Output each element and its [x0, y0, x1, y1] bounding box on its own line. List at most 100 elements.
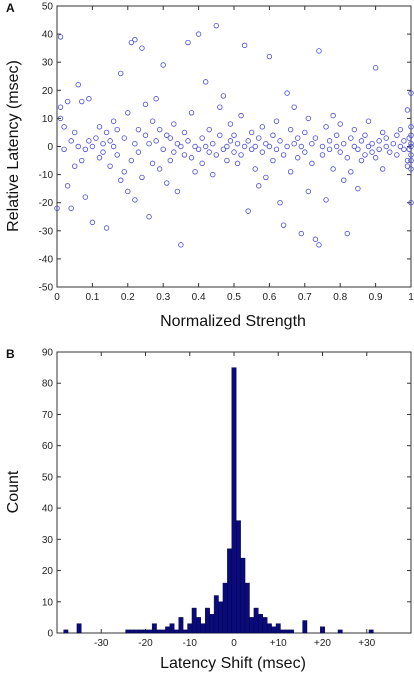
- scatter-point: [206, 126, 212, 133]
- scatter-point: [358, 138, 365, 144]
- scatter-point: [401, 146, 407, 153]
- scatter-point: [305, 188, 312, 195]
- histogram-bar: [187, 623, 193, 634]
- scatter-point: [61, 124, 67, 130]
- histogram-bar: [227, 548, 232, 634]
- scatter-point: [323, 124, 329, 130]
- panel-label-b: B: [6, 347, 15, 361]
- histogram-bar: [262, 617, 268, 634]
- scatter-point: [89, 143, 96, 150]
- scatter-y-axis-label: Relative Latency (msec): [5, 60, 22, 232]
- scatter-y-tick-label: -40: [39, 254, 54, 265]
- scatter-point: [139, 174, 145, 181]
- scatter-point: [351, 126, 358, 133]
- scatter-x-tick-label: 0.1: [85, 292, 99, 303]
- histogram-x-axis-label: Latency Shift (msec): [160, 655, 306, 672]
- scatter-point: [57, 104, 64, 110]
- scatter-ticks: 0 0.1 0.2 0.3 0.4 0.5 0.6 0.7 0.8 0.9 1 50 40 30 20 10 0…: [39, 2, 414, 304]
- scatter-point: [404, 163, 411, 169]
- histogram-bar: [134, 629, 140, 634]
- histogram-bar: [266, 623, 272, 634]
- scatter-point: [128, 39, 135, 46]
- scatter-point: [383, 135, 389, 141]
- histogram-bar: [178, 617, 184, 634]
- scatter-point: [114, 152, 120, 158]
- histogram-x-tick-label: +20: [314, 638, 331, 649]
- scatter-x-tick-label: 0.7: [298, 292, 312, 303]
- scatter-point: [57, 115, 64, 122]
- scatter-x-tick-label: 0.8: [333, 292, 347, 303]
- scatter-point: [142, 132, 149, 138]
- histogram-bar: [160, 629, 166, 634]
- histogram-x-tick-label: -10: [183, 638, 198, 649]
- scatter-point: [188, 110, 195, 116]
- scatter-y-tick-label: 30: [42, 58, 54, 69]
- scatter-point: [298, 230, 304, 237]
- scatter-point: [309, 160, 315, 167]
- scatter-point: [408, 132, 414, 138]
- scatter-point: [217, 104, 223, 110]
- scatter-point: [344, 230, 350, 237]
- scatter-point: [390, 140, 396, 147]
- histogram-bar: [236, 520, 241, 634]
- scatter-point: [252, 143, 258, 150]
- scatter-point: [231, 132, 237, 138]
- scatter-point: [291, 104, 297, 110]
- scatter-point: [277, 199, 283, 206]
- scatter-point: [295, 135, 301, 141]
- scatter-point: [351, 143, 358, 150]
- scatter-point: [71, 129, 78, 136]
- scatter-point: [316, 48, 322, 54]
- scatter-point: [379, 129, 386, 136]
- scatter-point: [270, 157, 276, 164]
- scatter-point: [132, 197, 138, 203]
- scatter-point: [75, 143, 81, 150]
- scatter-point: [100, 140, 106, 147]
- scatter-point: [146, 214, 152, 220]
- scatter-point: [355, 185, 361, 192]
- scatter-point: [406, 135, 412, 141]
- scatter-y-tick-label: 40: [42, 30, 54, 41]
- scatter-point: [174, 188, 181, 195]
- scatter-point: [383, 143, 389, 150]
- scatter-point: [241, 42, 248, 49]
- scatter-point: [135, 126, 142, 133]
- scatter-point: [174, 140, 181, 147]
- histogram-ticks: -30 -20 -10 0 +10 +20 +30 90 80 70 60 50 40 30 20 10 0: [42, 348, 411, 649]
- scatter-point: [256, 135, 262, 141]
- scatter-point: [118, 70, 124, 77]
- scatter-x-axis-label: Normalized Strength: [160, 313, 306, 330]
- scatter-point: [358, 157, 365, 164]
- histogram-bar: [169, 623, 175, 634]
- scatter-point: [224, 143, 230, 150]
- scatter-point: [277, 138, 283, 144]
- panel-label-a: A: [6, 1, 15, 15]
- scatter-point: [365, 118, 372, 124]
- scatter-panel: A 0 0.1 0.2 0.3 0.4 0.5 0.6 0.7 0.8 0.9 1 50 40 30 20 1…: [5, 1, 414, 330]
- scatter-point: [298, 143, 304, 150]
- scatter-point: [273, 118, 280, 124]
- histogram-x-tick-label: +10: [270, 638, 287, 649]
- scatter-point: [125, 110, 131, 116]
- scatter-point: [330, 166, 336, 172]
- scatter-point: [192, 143, 198, 150]
- scatter-point: [153, 138, 159, 144]
- scatter-point: [319, 143, 326, 150]
- scatter-point: [291, 140, 297, 147]
- scatter-point: [199, 135, 205, 141]
- histogram-bar: [231, 367, 237, 634]
- scatter-point: [181, 129, 188, 136]
- scatter-point: [387, 149, 393, 155]
- scatter-point: [103, 129, 110, 136]
- scatter-point: [355, 146, 361, 153]
- scatter-point: [270, 132, 276, 138]
- histogram-bar: [205, 607, 210, 634]
- scatter-point: [79, 157, 85, 164]
- scatter-point: [202, 143, 209, 150]
- scatter-point: [231, 149, 237, 155]
- scatter-point: [323, 197, 329, 203]
- scatter-point: [408, 140, 414, 147]
- scatter-point: [82, 194, 89, 200]
- scatter-point: [167, 157, 173, 164]
